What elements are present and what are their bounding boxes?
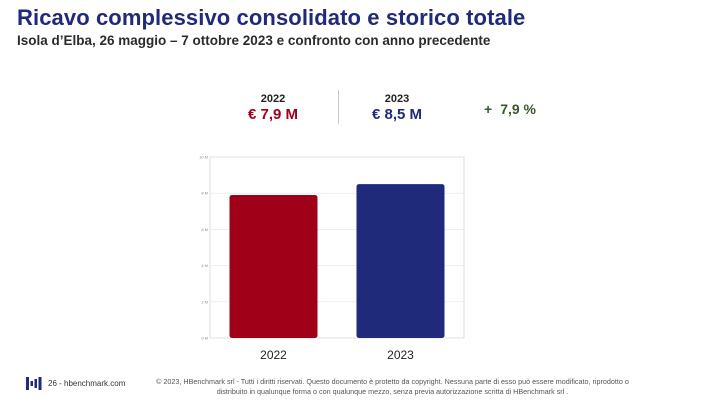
y-tick-label: 2 M	[201, 299, 208, 304]
y-tick-label: 10 M	[199, 155, 208, 160]
y-tick-label: 4 M	[201, 263, 208, 268]
bar-2023	[356, 184, 445, 338]
bar-2022	[229, 195, 318, 338]
x-tick-label: 2022	[260, 348, 287, 362]
footer-copyright: © 2023, HBenchmark srl - Tutti i diritti…	[156, 377, 629, 397]
hbenchmark-logo-icon	[26, 377, 42, 390]
revenue-bar-chart: 0 M 2 M 4 M 6 M 8 M 10 M 2022 2023	[199, 155, 465, 362]
kpi-2022-value: € 7,9 M	[247, 106, 299, 123]
y-tick-label: 0 M	[201, 336, 208, 341]
x-tick-label: 2023	[387, 348, 414, 362]
kpi-delta-value: 7,9 %	[500, 101, 536, 117]
y-tick-label: 6 M	[201, 227, 208, 232]
page-title: Ricavo complessivo consolidato e storico…	[17, 5, 526, 30]
kpi-2023-value: € 8,5 M	[371, 106, 423, 123]
kpi-2023: 2023 € 8,5 M	[364, 93, 430, 123]
kpi-delta: +7,9 %	[484, 101, 536, 117]
kpi-2023-year: 2023	[384, 93, 410, 105]
kpi-delta-sign: +	[484, 101, 493, 117]
kpi-2022-year: 2022	[260, 93, 286, 105]
kpi-2022: 2022 € 7,9 M	[240, 93, 306, 123]
kpi-divider	[338, 90, 339, 124]
page-subtitle: Isola d’Elba, 26 maggio – 7 ottobre 2023…	[17, 33, 491, 48]
footer-site[interactable]: 26 - hbenchmark.com	[48, 379, 126, 388]
y-tick-label: 8 M	[201, 191, 208, 196]
